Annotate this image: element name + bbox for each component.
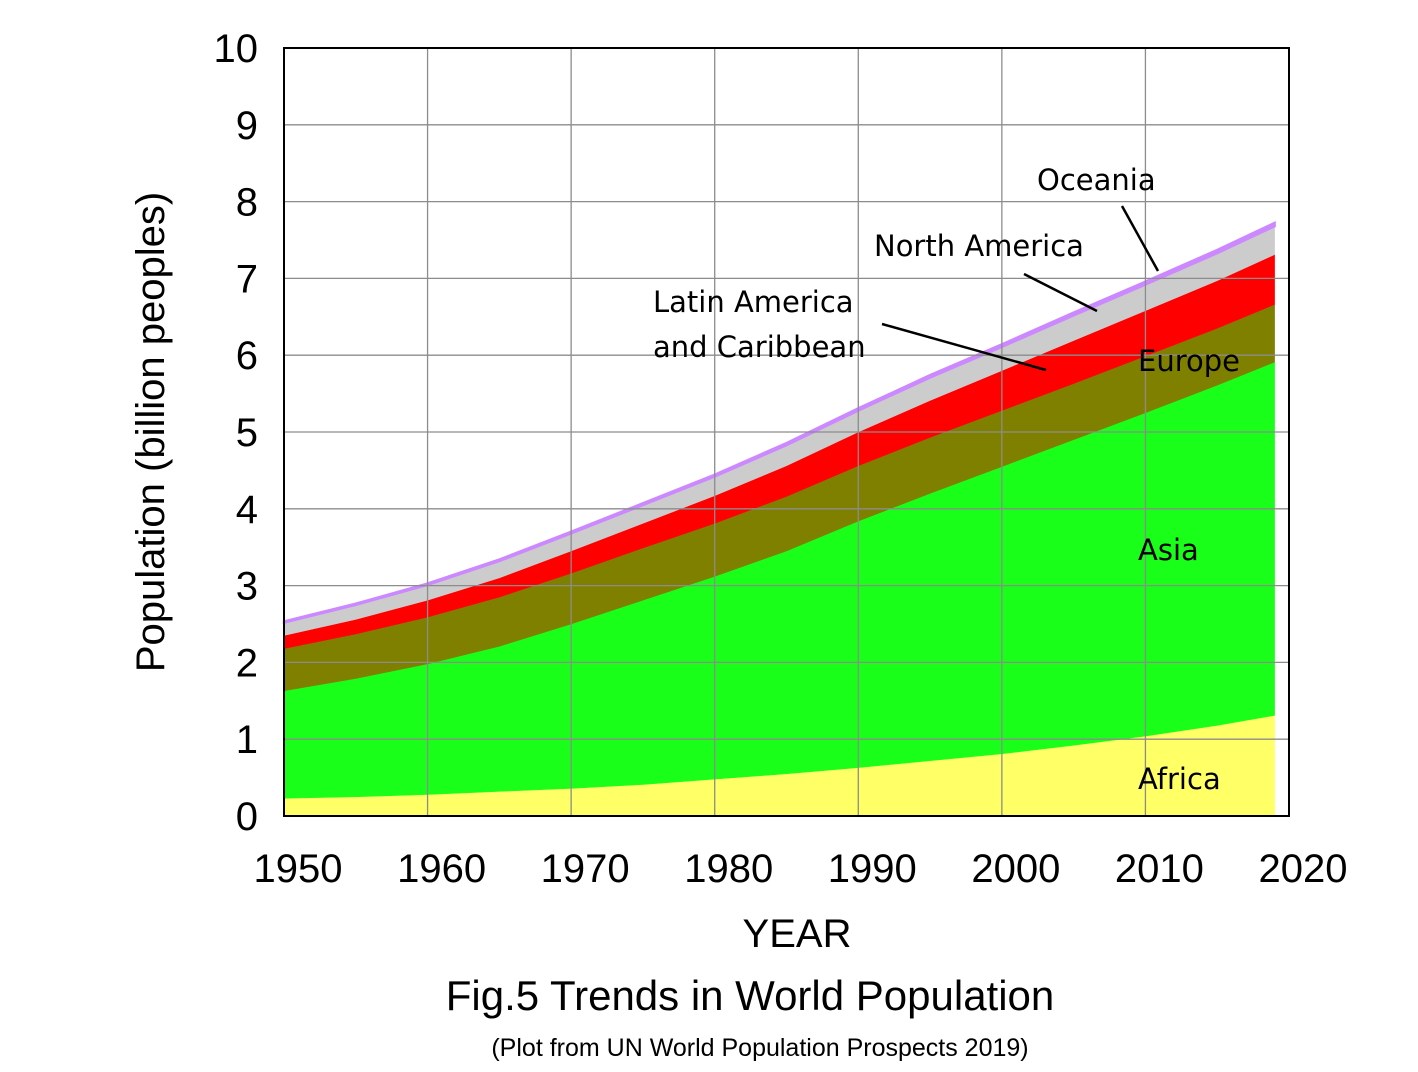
y-tick-label-2: 2 bbox=[236, 641, 258, 685]
population-chart: 0 1 2 3 4 5 6 7 8 9 10 1950 1960 1970 1980 1990 2000 201… bbox=[129, 27, 1348, 956]
plot-frame bbox=[283, 47, 1290, 817]
label-latin-america-line1: Latin America bbox=[653, 285, 854, 319]
oceania-leader-line bbox=[1120, 205, 1160, 272]
label-latin-america-line2: and Caribbean bbox=[653, 330, 866, 364]
y-tick-label-10: 10 bbox=[214, 27, 259, 71]
y-axis-ticks: 0 1 2 3 4 5 6 7 8 9 10 bbox=[214, 27, 259, 839]
x-tick-label-1960: 1960 bbox=[397, 847, 486, 891]
label-north-america: North America bbox=[874, 229, 1084, 263]
x-tick-label-2010: 2010 bbox=[1115, 847, 1204, 891]
x-tick-label-1990: 1990 bbox=[828, 847, 917, 891]
x-tick-label-2020: 2020 bbox=[1259, 847, 1348, 891]
y-tick-label-5: 5 bbox=[236, 411, 258, 455]
figure-caption-title: Fig.5 Trends in World Population bbox=[445, 972, 1055, 1019]
region-annotations: Oceania North America Latin America and … bbox=[653, 163, 1240, 796]
label-africa: Africa bbox=[1138, 762, 1221, 796]
label-europe: Europe bbox=[1138, 344, 1240, 378]
label-oceania: Oceania bbox=[1037, 163, 1156, 197]
x-tick-label-1970: 1970 bbox=[541, 847, 630, 891]
latin-america-leader-line bbox=[881, 322, 1047, 372]
y-tick-label-3: 3 bbox=[236, 565, 258, 609]
y-tick-label-6: 6 bbox=[236, 334, 258, 378]
y-tick-label-9: 9 bbox=[236, 104, 258, 148]
label-asia: Asia bbox=[1138, 533, 1199, 567]
x-tick-label-1980: 1980 bbox=[684, 847, 773, 891]
gridlines bbox=[284, 48, 1289, 816]
y-tick-label-8: 8 bbox=[236, 181, 258, 225]
y-tick-label-7: 7 bbox=[236, 257, 258, 301]
y-tick-label-1: 1 bbox=[236, 718, 258, 762]
figure-caption-source: (Plot from UN World Population Prospects… bbox=[491, 1034, 1029, 1062]
x-axis-ticks: 1950 1960 1970 1980 1990 2000 2010 2020 bbox=[254, 847, 1348, 891]
y-axis-title: Population (billion peoples) bbox=[129, 192, 173, 672]
x-axis-title: YEAR bbox=[743, 912, 852, 956]
x-tick-label-2000: 2000 bbox=[971, 847, 1060, 891]
x-tick-label-1950: 1950 bbox=[254, 847, 343, 891]
y-tick-label-0: 0 bbox=[236, 795, 258, 839]
y-tick-label-4: 4 bbox=[236, 488, 258, 532]
north-america-leader-line bbox=[1023, 272, 1098, 313]
